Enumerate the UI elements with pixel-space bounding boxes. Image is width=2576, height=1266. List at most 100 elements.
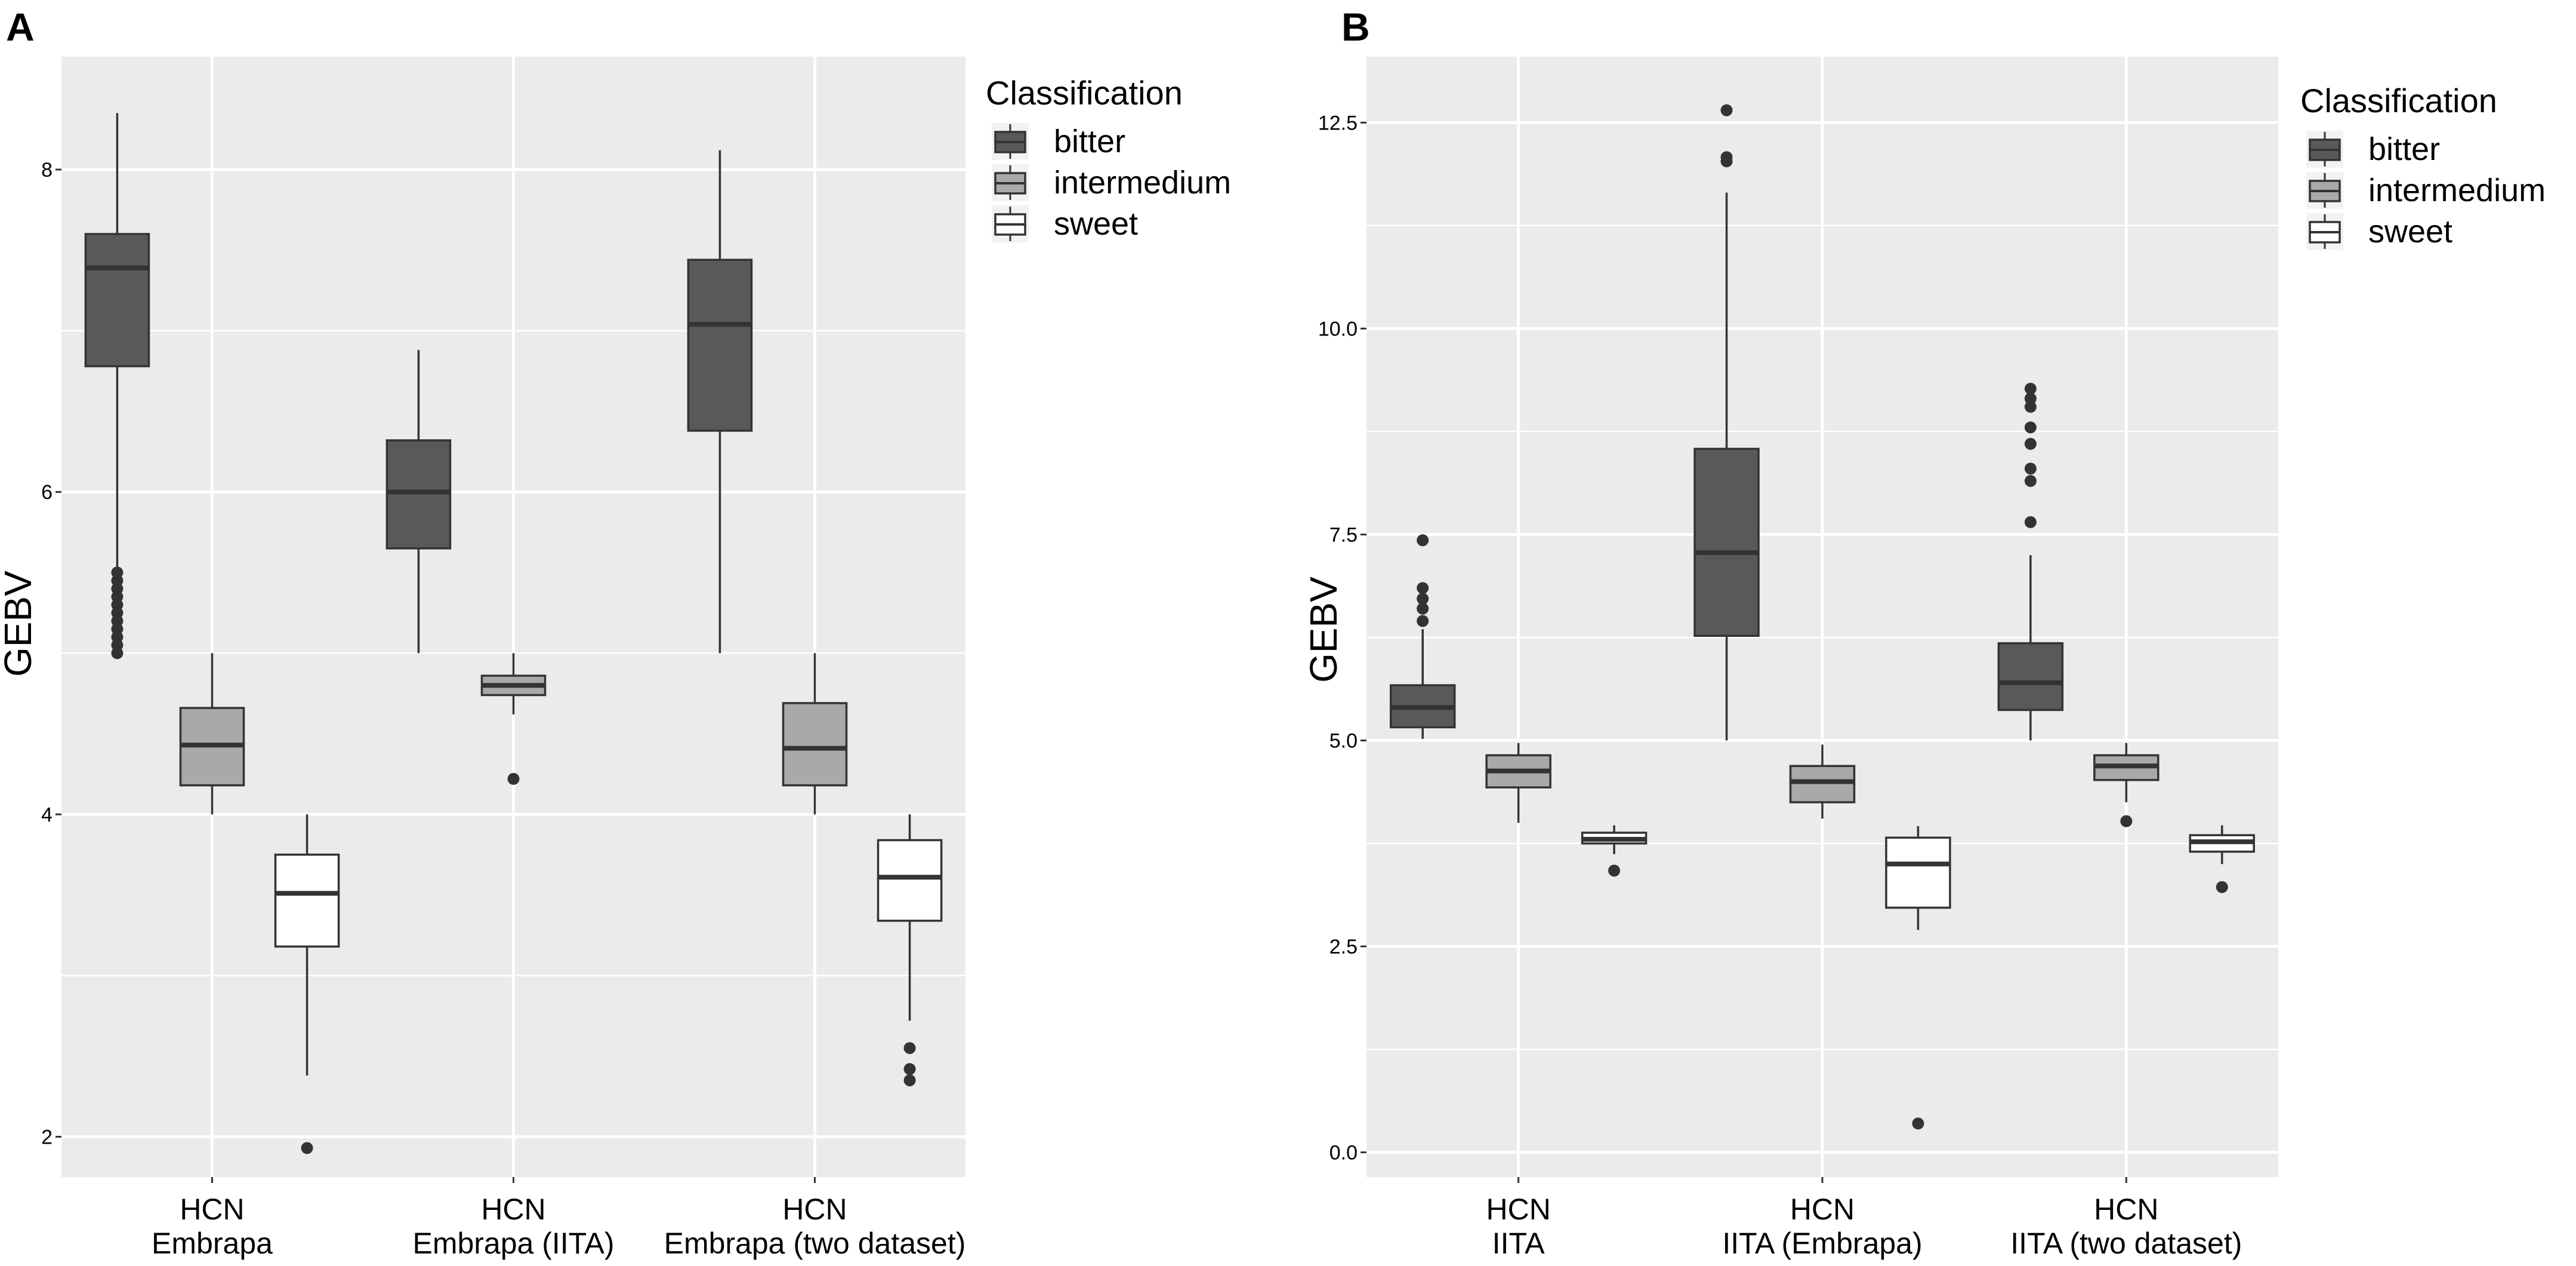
outlier-point <box>2024 401 2037 413</box>
box-bitter <box>687 150 753 654</box>
outlier-point <box>1720 151 1733 164</box>
x-tick-label: Embrapa <box>152 1227 273 1260</box>
box-bitter <box>1693 104 1760 741</box>
panel-b-legend: Classification bitter intermedium sweet <box>2300 82 2546 250</box>
outlier-point <box>2024 438 2037 450</box>
legend-key-intermedium <box>992 164 1029 201</box>
box-sweet <box>877 814 943 1086</box>
x-tick-label: HCN <box>1486 1193 1551 1226</box>
outlier-point <box>1417 602 1429 615</box>
box-sweet <box>2189 825 2256 894</box>
box-body <box>1997 642 2064 711</box>
legend-label-bitter: bitter <box>1054 124 1125 159</box>
y-tick-label: 4 <box>41 803 53 826</box>
y-tick-label: 7.5 <box>1329 523 1358 546</box>
box-body <box>385 439 452 550</box>
outlier-point <box>2024 421 2037 434</box>
box-intermedium <box>2093 743 2159 827</box>
y-tick-label: 12.5 <box>1318 112 1358 134</box>
outlier-point <box>1417 593 1429 605</box>
box-body <box>84 233 150 368</box>
y-tick-label: 6 <box>41 481 53 504</box>
outlier-point <box>2024 392 2037 405</box>
box-body <box>877 839 943 922</box>
y-tick-label: 8 <box>41 159 53 181</box>
legend-label-sweet: sweet <box>2368 214 2452 249</box>
panel-b-grid <box>1366 57 2278 1177</box>
outlier-point <box>301 1142 313 1154</box>
outlier-point <box>903 1074 916 1086</box>
legend-title: Classification <box>986 74 1183 112</box>
outlier-point <box>2120 815 2133 827</box>
x-tick-label: IITA <box>1492 1227 1545 1260</box>
x-tick-label: Embrapa (IITA) <box>412 1227 614 1260</box>
outlier-point <box>1417 582 1429 595</box>
box-sweet <box>1885 826 1951 1130</box>
outlier-point <box>2024 383 2037 395</box>
outlier-point <box>1720 104 1733 116</box>
panel-a-legend: Classification bitter intermedium sweet <box>986 74 1231 242</box>
box-body <box>687 258 753 432</box>
outlier-point <box>1417 615 1429 627</box>
box-intermedium <box>1485 743 1551 823</box>
panel-b-y-axis-title: GEBV <box>1302 577 1345 683</box>
x-tick-label: HCN <box>782 1193 847 1226</box>
legend-key-bitter <box>2306 131 2343 168</box>
legend-label-intermedium: intermedium <box>2368 173 2546 208</box>
outlier-point <box>2216 881 2228 894</box>
legend-key-bitter <box>992 123 1029 160</box>
x-tick-label: IITA (Embrapa) <box>1722 1227 1922 1260</box>
box-body <box>782 702 848 787</box>
panel-a-y-axis-title: GEBV <box>0 571 39 677</box>
legend-label-sweet: sweet <box>1054 206 1138 242</box>
y-tick-label: 2 <box>41 1126 53 1148</box>
box-bitter <box>1997 383 2064 741</box>
box-sweet <box>1581 825 1648 877</box>
outlier-point <box>2024 475 2037 487</box>
x-tick-label: Embrapa (two dataset) <box>664 1227 966 1260</box>
outlier-point <box>903 1063 916 1076</box>
x-tick-label: HCN <box>2094 1193 2158 1226</box>
box-intermedium <box>480 653 547 785</box>
y-tick-label: 0.0 <box>1329 1142 1358 1165</box>
outlier-point <box>903 1042 916 1054</box>
outlier-point <box>111 566 124 579</box>
box-body <box>1789 765 1856 803</box>
outlier-point <box>1417 534 1429 547</box>
outlier-point <box>1912 1117 1924 1130</box>
outlier-point <box>1608 864 1621 877</box>
box-bitter <box>1389 534 1456 739</box>
panel-b-marks <box>1389 104 2256 1130</box>
legend-key-sweet <box>2306 213 2343 250</box>
y-tick-label: 10.0 <box>1318 318 1358 340</box>
box-intermedium <box>782 653 848 815</box>
x-tick-label: HCN <box>1790 1193 1855 1226</box>
y-tick-label: 5.0 <box>1329 730 1358 753</box>
x-tick-label: HCN <box>180 1193 244 1226</box>
box-sweet <box>274 814 340 1154</box>
box-intermedium <box>1789 744 1856 819</box>
box-body <box>1885 836 1951 909</box>
panel-a-marks <box>84 113 943 1154</box>
y-tick-label: 2.5 <box>1329 936 1358 959</box>
legend-label-intermedium: intermedium <box>1054 165 1231 201</box>
legend-label-bitter: bitter <box>2368 131 2440 167</box>
outlier-point <box>2024 463 2037 475</box>
box-intermedium <box>179 653 245 815</box>
legend-key-sweet <box>992 205 1029 242</box>
x-tick-label: IITA (two dataset) <box>2010 1227 2242 1260</box>
box-bitter <box>385 350 452 654</box>
legend-key-intermedium <box>2306 172 2343 209</box>
outlier-point <box>2024 516 2037 528</box>
box-bitter <box>84 113 150 660</box>
box-body <box>274 854 340 948</box>
panel-b-label: B <box>1341 5 1370 49</box>
box-body <box>1693 448 1760 637</box>
panel-a-label: A <box>6 5 35 49</box>
legend-title: Classification <box>2300 82 2497 119</box>
